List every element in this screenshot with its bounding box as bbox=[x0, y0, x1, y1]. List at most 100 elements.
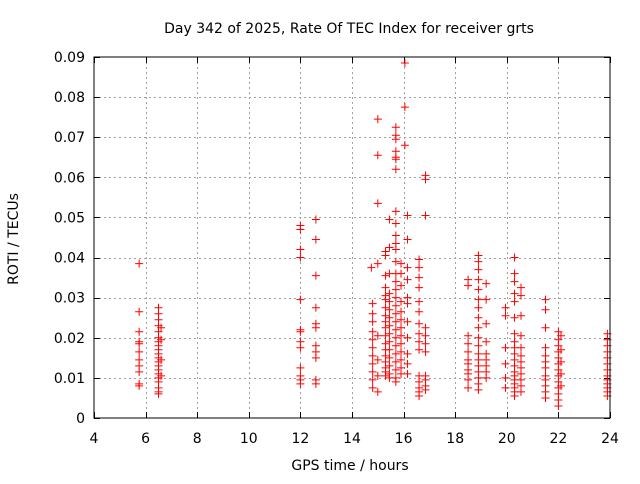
data-point bbox=[397, 347, 406, 356]
data-point bbox=[385, 297, 394, 306]
data-point bbox=[474, 257, 483, 266]
data-point bbox=[368, 343, 377, 352]
data-point bbox=[296, 253, 305, 262]
data-point bbox=[397, 307, 406, 316]
plot-frame bbox=[93, 56, 611, 419]
data-point bbox=[403, 349, 412, 358]
x-tick-label: 16 bbox=[395, 431, 413, 447]
data-point bbox=[391, 231, 400, 240]
data-point bbox=[385, 361, 394, 370]
x-tick-label: 14 bbox=[343, 431, 361, 447]
y-tick-label: 0.04 bbox=[54, 251, 85, 267]
data-point bbox=[421, 347, 430, 356]
data-point bbox=[510, 329, 519, 338]
data-point bbox=[135, 347, 144, 356]
data-point bbox=[421, 385, 430, 394]
data-point bbox=[135, 339, 144, 348]
data-point bbox=[296, 379, 305, 388]
data-point bbox=[400, 141, 409, 150]
data-points bbox=[135, 59, 612, 410]
data-point bbox=[516, 311, 525, 320]
data-point bbox=[381, 303, 390, 312]
data-point bbox=[474, 323, 483, 332]
data-point bbox=[368, 351, 377, 360]
data-point bbox=[397, 323, 406, 332]
data-point bbox=[554, 327, 563, 336]
data-point bbox=[397, 331, 406, 340]
data-point bbox=[391, 309, 400, 318]
data-point bbox=[403, 333, 412, 342]
data-point bbox=[464, 331, 473, 340]
data-point bbox=[391, 341, 400, 350]
data-point bbox=[415, 345, 424, 354]
data-point bbox=[381, 251, 390, 260]
data-point bbox=[501, 373, 510, 382]
data-point bbox=[415, 329, 424, 338]
y-tick-label: 0.07 bbox=[54, 130, 85, 146]
data-point bbox=[554, 401, 563, 410]
data-point bbox=[368, 375, 377, 384]
data-point bbox=[421, 339, 430, 348]
data-point bbox=[373, 259, 382, 268]
data-point bbox=[556, 345, 565, 354]
data-point bbox=[381, 283, 390, 292]
data-point bbox=[391, 293, 400, 302]
y-tick-label: 0.09 bbox=[54, 50, 85, 66]
data-point bbox=[391, 207, 400, 216]
grid-lines bbox=[94, 57, 610, 418]
data-point bbox=[474, 313, 483, 322]
data-point bbox=[482, 337, 491, 346]
data-point bbox=[391, 219, 400, 228]
y-tick-label: 0.05 bbox=[54, 210, 85, 226]
data-point bbox=[516, 387, 525, 396]
data-point bbox=[296, 363, 305, 372]
data-point bbox=[391, 257, 400, 266]
data-point bbox=[541, 343, 550, 352]
data-point bbox=[391, 277, 400, 286]
data-point bbox=[135, 381, 144, 390]
data-point bbox=[403, 275, 412, 284]
axis-ticks: 0 0.01 0.02 0.03 0.04 0.05 0.06 0.07 0.08 0.09 4 6 8… bbox=[54, 50, 619, 447]
data-point bbox=[385, 313, 394, 322]
data-point bbox=[296, 327, 305, 336]
data-point bbox=[296, 295, 305, 304]
data-point bbox=[311, 215, 320, 224]
data-point bbox=[482, 373, 491, 382]
data-point bbox=[510, 253, 519, 262]
data-point bbox=[403, 211, 412, 220]
data-point bbox=[556, 331, 565, 340]
data-point bbox=[373, 355, 382, 364]
data-point bbox=[391, 135, 400, 144]
data-point bbox=[391, 285, 400, 294]
data-point bbox=[385, 353, 394, 362]
data-point bbox=[397, 315, 406, 324]
data-point bbox=[311, 353, 320, 362]
data-point bbox=[403, 369, 412, 378]
data-point bbox=[397, 339, 406, 348]
data-point bbox=[516, 291, 525, 300]
data-point bbox=[391, 165, 400, 174]
data-point bbox=[391, 245, 400, 254]
data-point bbox=[510, 297, 519, 306]
data-point bbox=[415, 263, 424, 272]
data-point bbox=[474, 385, 483, 394]
data-point bbox=[385, 321, 394, 330]
data-point bbox=[385, 305, 394, 314]
data-point bbox=[397, 269, 406, 278]
data-point bbox=[381, 331, 390, 340]
y-tick-label: 0.02 bbox=[54, 331, 85, 347]
data-point bbox=[421, 211, 430, 220]
data-point bbox=[373, 151, 382, 160]
data-point bbox=[516, 283, 525, 292]
data-point bbox=[415, 273, 424, 282]
x-tick-label: 20 bbox=[498, 431, 516, 447]
data-point bbox=[311, 271, 320, 280]
data-point bbox=[157, 355, 166, 364]
data-point bbox=[474, 333, 483, 342]
x-tick-label: 10 bbox=[240, 431, 258, 447]
data-point bbox=[385, 289, 394, 298]
data-point bbox=[391, 333, 400, 342]
data-point bbox=[373, 371, 382, 380]
data-point bbox=[373, 331, 382, 340]
